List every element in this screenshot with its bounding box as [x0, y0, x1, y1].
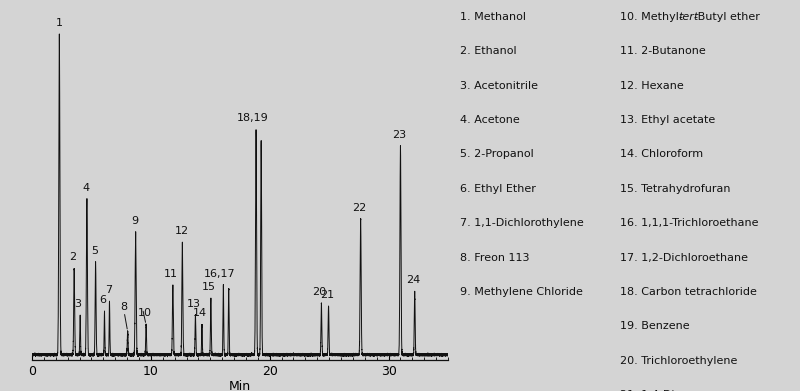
Text: 15. Tetrahydrofuran: 15. Tetrahydrofuran	[620, 184, 730, 194]
Text: 2: 2	[70, 252, 77, 262]
Text: 5: 5	[91, 246, 98, 256]
Text: tert: tert	[678, 12, 698, 22]
Text: 21: 21	[320, 290, 334, 300]
Text: 20: 20	[312, 287, 326, 297]
Text: 16. 1,1,1-Trichloroethane: 16. 1,1,1-Trichloroethane	[620, 218, 758, 228]
Text: 18. Carbon tetrachloride: 18. Carbon tetrachloride	[620, 287, 757, 297]
Text: 13: 13	[186, 298, 201, 308]
Text: 3. Acetonitrile: 3. Acetonitrile	[460, 81, 538, 91]
Text: 6: 6	[99, 295, 106, 305]
Text: 11: 11	[164, 269, 178, 279]
Text: 12: 12	[174, 226, 189, 236]
Text: 13. Ethyl acetate: 13. Ethyl acetate	[620, 115, 715, 125]
Text: 23: 23	[392, 130, 406, 140]
Text: 9. Methylene Chloride: 9. Methylene Chloride	[460, 287, 583, 297]
Text: 21. 1,4-Dioxane: 21. 1,4-Dioxane	[620, 390, 708, 391]
Text: 5. 2-Propanol: 5. 2-Propanol	[460, 149, 534, 160]
Text: 15: 15	[202, 282, 216, 292]
Text: 18,19: 18,19	[237, 113, 269, 124]
Text: 14: 14	[193, 308, 207, 318]
Text: 1. Methanol: 1. Methanol	[460, 12, 526, 22]
Text: -Butyl ether: -Butyl ether	[694, 12, 760, 22]
Text: 10: 10	[138, 308, 151, 318]
Text: 24: 24	[406, 275, 421, 285]
Text: 20. Trichloroethylene: 20. Trichloroethylene	[620, 356, 738, 366]
Text: 6. Ethyl Ether: 6. Ethyl Ether	[460, 184, 536, 194]
Text: 11. 2-Butanone: 11. 2-Butanone	[620, 46, 706, 56]
Text: 7. 1,1-Dichlorothylene: 7. 1,1-Dichlorothylene	[460, 218, 584, 228]
Text: 10. Methyl-: 10. Methyl-	[620, 12, 683, 22]
Text: 12. Hexane: 12. Hexane	[620, 81, 684, 91]
Text: 4: 4	[82, 183, 90, 193]
Text: 16,17: 16,17	[204, 269, 236, 279]
X-axis label: Min: Min	[229, 380, 251, 391]
Text: 2. Ethanol: 2. Ethanol	[460, 46, 517, 56]
Text: 8: 8	[120, 302, 127, 312]
Text: 3: 3	[74, 298, 82, 308]
Text: 4. Acetone: 4. Acetone	[460, 115, 520, 125]
Text: 19. Benzene: 19. Benzene	[620, 321, 690, 332]
Text: 17. 1,2-Dichloroethane: 17. 1,2-Dichloroethane	[620, 253, 748, 263]
Text: 9: 9	[131, 216, 138, 226]
Text: 22: 22	[352, 203, 366, 213]
Text: 14. Chloroform: 14. Chloroform	[620, 149, 703, 160]
Text: 7: 7	[105, 285, 112, 295]
Text: 1: 1	[56, 18, 63, 28]
Text: 8. Freon 113: 8. Freon 113	[460, 253, 530, 263]
